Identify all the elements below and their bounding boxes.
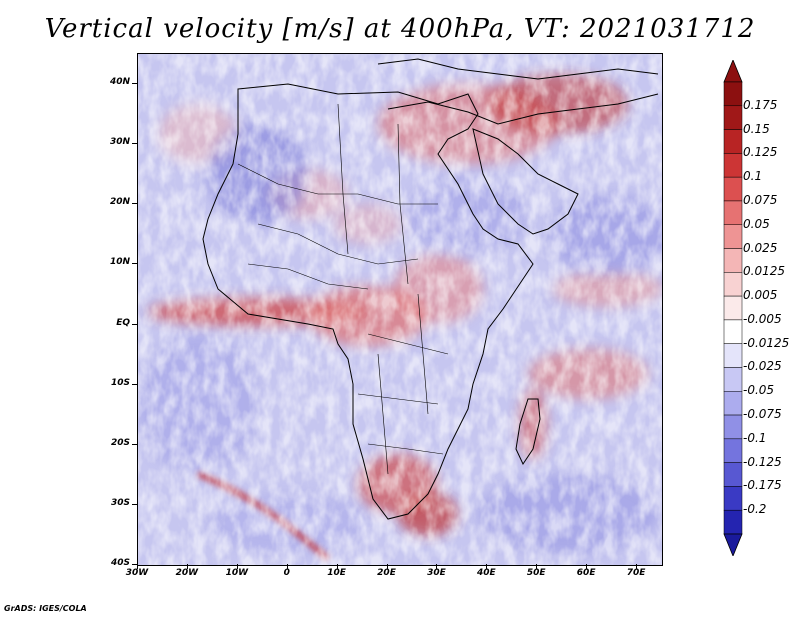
colorbar-label: 0.1 bbox=[743, 169, 763, 184]
colorbar-swatch bbox=[723, 414, 743, 440]
colorbar-label: -0.125 bbox=[743, 454, 782, 469]
lat-label: 40S bbox=[110, 558, 130, 568]
coastlines bbox=[202, 58, 659, 520]
lon-tick bbox=[286, 564, 288, 569]
colorbar-swatch bbox=[723, 105, 743, 130]
colorbar-swatch bbox=[723, 367, 743, 392]
lon-label: 50E bbox=[526, 568, 546, 578]
lon-tick bbox=[336, 564, 338, 569]
country-borders bbox=[237, 103, 449, 475]
colorbar-swatch bbox=[723, 81, 743, 107]
lat-label: 20S bbox=[110, 437, 130, 448]
colorbar-label: 0.15 bbox=[743, 121, 770, 136]
colorbar-swatch bbox=[723, 272, 743, 297]
lat-tick bbox=[132, 383, 137, 385]
lat-label: 30N bbox=[109, 137, 130, 148]
colorbar-label: -0.005 bbox=[743, 311, 782, 326]
lon-label: 70E bbox=[626, 568, 646, 578]
colorbar-label: -0.2 bbox=[743, 502, 767, 517]
lat-tick bbox=[132, 564, 137, 565]
colorbar-swatch bbox=[723, 129, 743, 154]
lon-label: 0 bbox=[283, 568, 290, 578]
map-plot-area bbox=[137, 53, 663, 566]
lon-tick bbox=[137, 564, 138, 569]
colorbar-label: 0.0125 bbox=[743, 264, 785, 279]
colorbar-swatch bbox=[723, 153, 743, 178]
colorbar-label: -0.025 bbox=[743, 359, 782, 374]
lat-tick bbox=[132, 83, 137, 85]
map-title: Vertical velocity [m/s] at 400hPa, VT: 2… bbox=[44, 14, 756, 44]
colorbar-label: 0.075 bbox=[743, 192, 778, 207]
lon-label: 60E bbox=[576, 568, 596, 578]
lon-label: 20E bbox=[377, 568, 396, 578]
lat-label: EQ bbox=[116, 317, 130, 328]
colorbar-swatch bbox=[723, 319, 743, 344]
lon-label: 30W bbox=[125, 568, 149, 578]
lon-label: 10E bbox=[327, 568, 346, 578]
lon-label: 40E bbox=[476, 568, 496, 578]
colorbar-bottom-arrow bbox=[723, 533, 743, 558]
lat-label: 20N bbox=[109, 197, 130, 208]
lon-tick bbox=[536, 564, 538, 569]
colorbar-label: 0.005 bbox=[743, 288, 778, 303]
velocity-field-map bbox=[138, 54, 662, 565]
colorbar-label: 0.025 bbox=[743, 240, 778, 255]
colorbar-label: 0.175 bbox=[743, 97, 778, 112]
colorbar-swatch bbox=[723, 509, 743, 535]
colorbar-top-arrow bbox=[723, 58, 743, 83]
lat-label: 10S bbox=[110, 377, 130, 388]
colorbar-swatch bbox=[723, 248, 743, 273]
lat-tick bbox=[132, 263, 137, 265]
lat-tick bbox=[132, 503, 137, 505]
colorbar-label: -0.1 bbox=[743, 430, 767, 445]
colorbar bbox=[723, 58, 743, 558]
colorbar-swatch bbox=[723, 343, 743, 368]
lon-tick bbox=[436, 564, 438, 569]
colorbar-label: -0.175 bbox=[743, 478, 782, 493]
lon-tick bbox=[586, 564, 588, 569]
colorbar-swatch bbox=[723, 462, 743, 487]
lon-tick bbox=[186, 564, 188, 569]
colorbar-swatch bbox=[723, 391, 743, 416]
colorbar-swatch bbox=[723, 200, 743, 225]
lat-label: 10N bbox=[109, 257, 130, 268]
lon-label: 10W bbox=[225, 568, 249, 578]
lon-tick bbox=[486, 564, 488, 569]
lon-label: 20W bbox=[175, 568, 199, 578]
footer-credit: GrADS: IGES/COLA bbox=[4, 604, 87, 613]
colorbar-label: 0.05 bbox=[743, 216, 770, 231]
lat-label: 30S bbox=[110, 497, 130, 508]
lat-label: 40N bbox=[109, 77, 130, 88]
colorbar-swatch bbox=[723, 295, 743, 321]
lat-tick bbox=[132, 323, 137, 325]
lon-tick bbox=[236, 564, 238, 569]
colorbar-swatches bbox=[723, 58, 743, 558]
lat-tick bbox=[132, 143, 137, 145]
lat-tick bbox=[132, 203, 137, 205]
colorbar-swatch bbox=[723, 486, 743, 511]
colorbar-swatch bbox=[723, 176, 743, 202]
colorbar-label: -0.05 bbox=[743, 383, 775, 398]
lon-label: 30E bbox=[427, 568, 446, 578]
lat-tick bbox=[132, 443, 137, 445]
colorbar-swatch bbox=[723, 438, 743, 463]
colorbar-swatch bbox=[723, 224, 743, 249]
lon-tick bbox=[386, 564, 388, 569]
colorbar-label: -0.0125 bbox=[743, 335, 790, 350]
colorbar-label: 0.125 bbox=[743, 145, 778, 160]
lon-tick bbox=[636, 564, 638, 569]
colorbar-label: -0.075 bbox=[743, 407, 782, 422]
